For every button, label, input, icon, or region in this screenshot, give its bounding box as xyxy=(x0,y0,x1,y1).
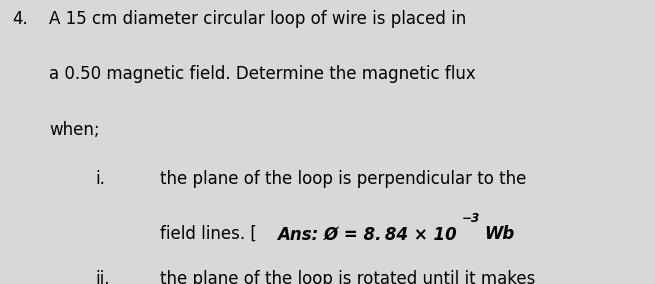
Text: the plane of the loop is rotated until it makes: the plane of the loop is rotated until i… xyxy=(160,270,536,284)
Text: 4.: 4. xyxy=(12,10,28,28)
Text: when;: when; xyxy=(49,121,100,139)
Text: the plane of the loop is perpendicular to the: the plane of the loop is perpendicular t… xyxy=(160,170,527,188)
Text: field lines. [: field lines. [ xyxy=(160,225,257,243)
Text: A 15 cm diameter circular loop of wire is placed in: A 15 cm diameter circular loop of wire i… xyxy=(49,10,466,28)
Text: ii.: ii. xyxy=(95,270,109,284)
Text: a 0.50 magnetic field. Determine the magnetic flux: a 0.50 magnetic field. Determine the mag… xyxy=(49,65,476,83)
Text: −3: −3 xyxy=(462,212,480,225)
Text: Wb: Wb xyxy=(484,225,514,243)
Text: i.: i. xyxy=(95,170,105,188)
Text: Ans: Ø = 8. 84 × 10: Ans: Ø = 8. 84 × 10 xyxy=(277,225,457,243)
